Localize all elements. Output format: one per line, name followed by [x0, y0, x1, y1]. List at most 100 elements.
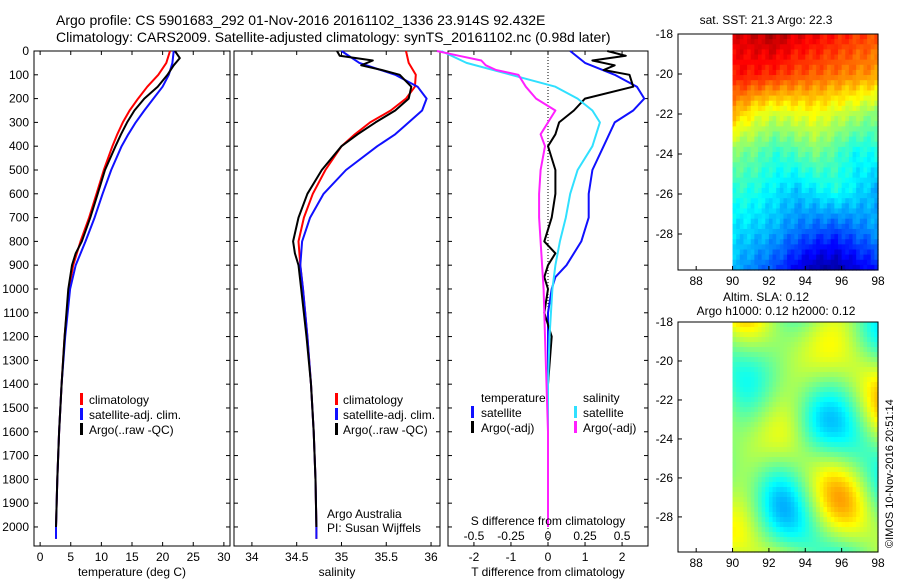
map-cell [838, 472, 843, 478]
map-cell [838, 462, 843, 468]
map-cell [761, 542, 766, 548]
map-cell [772, 437, 777, 443]
map-cell [870, 172, 875, 179]
map-cell [859, 457, 865, 463]
map-cell [827, 412, 832, 418]
map-cell [754, 422, 759, 428]
map-cell [859, 542, 865, 548]
map-cell [765, 397, 770, 403]
map-cell [801, 502, 806, 508]
map-cell [768, 259, 774, 266]
map-cell [819, 177, 825, 184]
map-cell [808, 131, 814, 138]
map-cell [856, 462, 861, 468]
map-cell [761, 472, 766, 478]
map-cell [787, 332, 792, 338]
map-cell [808, 352, 814, 358]
map-cell [750, 239, 755, 245]
map-cell [816, 249, 821, 256]
map-cell [787, 387, 792, 393]
map-cell [739, 259, 745, 266]
map-cell [776, 249, 781, 256]
map-cell [787, 228, 792, 235]
map-cell [772, 502, 777, 508]
map-cell [798, 39, 803, 45]
map-cell [834, 492, 839, 498]
map-cell [816, 357, 821, 363]
map-cell [830, 187, 835, 194]
map-cell [758, 34, 763, 40]
map-cell [790, 234, 795, 240]
map-cell [772, 259, 777, 266]
map-cell [856, 182, 861, 189]
map-cell [848, 213, 854, 220]
map-cell [863, 152, 868, 158]
map-cell [859, 492, 865, 498]
map-cell [834, 402, 839, 408]
map-cell [812, 512, 817, 518]
map-cell [743, 367, 748, 373]
map-cell [790, 152, 795, 158]
map-cell [812, 254, 817, 261]
map-cell [819, 105, 825, 112]
map-cell [870, 377, 875, 383]
map-cell [743, 342, 748, 348]
map-cell [841, 532, 846, 538]
map-cell [830, 218, 835, 225]
map-cell [761, 427, 766, 433]
map-cell [768, 152, 774, 158]
map-cell [867, 402, 872, 408]
map-cell [801, 218, 806, 225]
map-cell [794, 234, 799, 240]
map-cell [736, 487, 741, 493]
map-cell [859, 254, 865, 261]
map-cell [750, 80, 755, 86]
map-cell [808, 136, 814, 143]
map-cell [827, 177, 832, 184]
map-y-tick-label: -18 [656, 27, 674, 41]
map-cell [848, 542, 854, 548]
map-cell [754, 136, 759, 143]
map-cell [736, 412, 741, 418]
map-cell [859, 177, 865, 184]
map-cell [776, 177, 781, 184]
map-cell [768, 244, 774, 251]
map-cell [838, 177, 843, 184]
map-cell [823, 187, 828, 194]
map-cell [816, 417, 821, 423]
map-cell [827, 110, 832, 117]
map-cell [801, 177, 806, 184]
map-y-tick-label: -24 [656, 432, 674, 446]
map-cell [783, 259, 788, 266]
map-cell [743, 126, 748, 133]
map-cell [819, 213, 825, 220]
map-cell [790, 492, 795, 498]
map-cell [750, 203, 755, 210]
map-cell [848, 100, 854, 107]
map-cell [841, 146, 846, 153]
map-cell [848, 477, 854, 483]
map-cell [870, 69, 875, 76]
map-cell [736, 422, 741, 428]
map-cell [874, 417, 879, 423]
map-cell [783, 407, 788, 413]
map-cell [874, 131, 879, 138]
map-cell [845, 100, 850, 107]
map-cell [819, 193, 825, 199]
map-cell [732, 507, 737, 513]
map-cell [859, 131, 865, 138]
map-cell [856, 487, 861, 493]
depth-tick-label: 200 [9, 92, 29, 106]
map-cell [874, 352, 879, 358]
map-cell [768, 223, 774, 230]
map-cell [768, 372, 774, 378]
map-cell [812, 141, 817, 148]
map-cell [758, 90, 763, 97]
map-cell [754, 532, 759, 538]
map-cell [845, 537, 850, 543]
map-cell [736, 452, 741, 458]
map-cell [852, 502, 857, 508]
map-cell [874, 105, 879, 112]
map-border [677, 321, 879, 553]
map-cell [783, 157, 788, 163]
